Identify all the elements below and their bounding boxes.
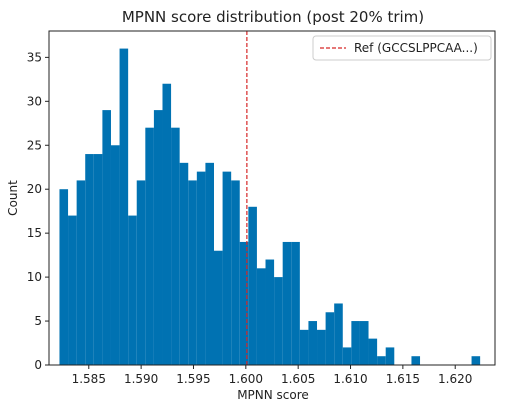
histogram-bar [308, 321, 318, 365]
legend-box [312, 35, 492, 61]
y-tick-label: 20 [27, 182, 42, 196]
x-tick-label: 1.585 [72, 372, 106, 386]
histogram-bar [342, 347, 352, 365]
x-tick-label: 1.620 [438, 372, 472, 386]
histogram-bar [110, 145, 120, 365]
y-tick-label: 30 [27, 94, 42, 108]
histogram-bar [153, 110, 163, 366]
histogram-bar [359, 321, 369, 365]
histogram-bar [368, 338, 378, 365]
y-tick-label: 10 [27, 270, 42, 284]
histogram-bar [411, 356, 421, 365]
x-tick-label: 1.590 [124, 372, 158, 386]
histogram-bar [205, 162, 214, 365]
y-tick-label: 25 [27, 138, 42, 152]
histogram-bar [265, 259, 275, 365]
histogram-bar [291, 241, 300, 365]
plot-frame [48, 30, 496, 366]
histogram-bar [471, 356, 481, 365]
y-tick-label: 15 [27, 226, 42, 240]
histogram-bar [188, 180, 197, 365]
x-tick-label: 1.595 [176, 372, 210, 386]
chart-title: MPNN score distribution (post 20% trim) [122, 8, 424, 26]
histogram-bar [385, 347, 395, 365]
legend: Ref (GCCSLPPCAA...) [312, 35, 492, 61]
histogram-bar [76, 180, 86, 365]
histogram-bar [222, 171, 232, 365]
y-axis-title: Count [6, 180, 20, 216]
y-tick-label: 5 [34, 314, 42, 328]
histogram-bar [59, 189, 69, 365]
histogram-bar [256, 268, 266, 365]
histogram-bar [119, 48, 129, 365]
x-axis: 1.585 1.590 1.595 1.600 1.605 1.610 1.615 1.620 [72, 365, 472, 386]
y-tick-label: 0 [34, 358, 42, 372]
histogram-bar [136, 180, 146, 365]
histogram-bar [85, 154, 94, 365]
histogram-bar [239, 241, 249, 365]
histogram-bar [213, 250, 223, 365]
histogram-bar [145, 127, 154, 366]
histogram-bar [68, 215, 77, 365]
x-tick-label: 1.600 [229, 372, 263, 386]
x-tick-label: 1.605 [281, 372, 315, 386]
histogram-bar [162, 83, 172, 365]
histogram-bar [317, 329, 326, 365]
histogram-bar [325, 312, 335, 365]
x-tick-label: 1.610 [333, 372, 367, 386]
histogram-bar [299, 329, 309, 365]
histogram-bar [351, 321, 360, 365]
histogram-bar [93, 154, 103, 365]
histogram-bar [282, 241, 292, 365]
histogram-bar [128, 215, 137, 365]
histogram-bar [171, 127, 180, 366]
histogram-bar [248, 206, 257, 365]
x-tick-label: 1.615 [386, 372, 420, 386]
legend-ref-label: Ref (GCCSLPPCAA...) [354, 41, 478, 55]
y-tick-label: 35 [27, 50, 42, 64]
histogram-bar [102, 110, 111, 366]
histogram-bar [179, 162, 189, 365]
histogram-bar [274, 277, 283, 365]
histogram-bar [231, 180, 240, 365]
histogram-bar [334, 303, 343, 365]
bars-group [59, 48, 481, 366]
histogram-bar [377, 356, 386, 365]
x-axis-title: MPNN score [237, 388, 309, 402]
y-axis: 0 5 10 15 20 25 30 35 [27, 50, 49, 372]
histogram-bar [196, 171, 206, 365]
